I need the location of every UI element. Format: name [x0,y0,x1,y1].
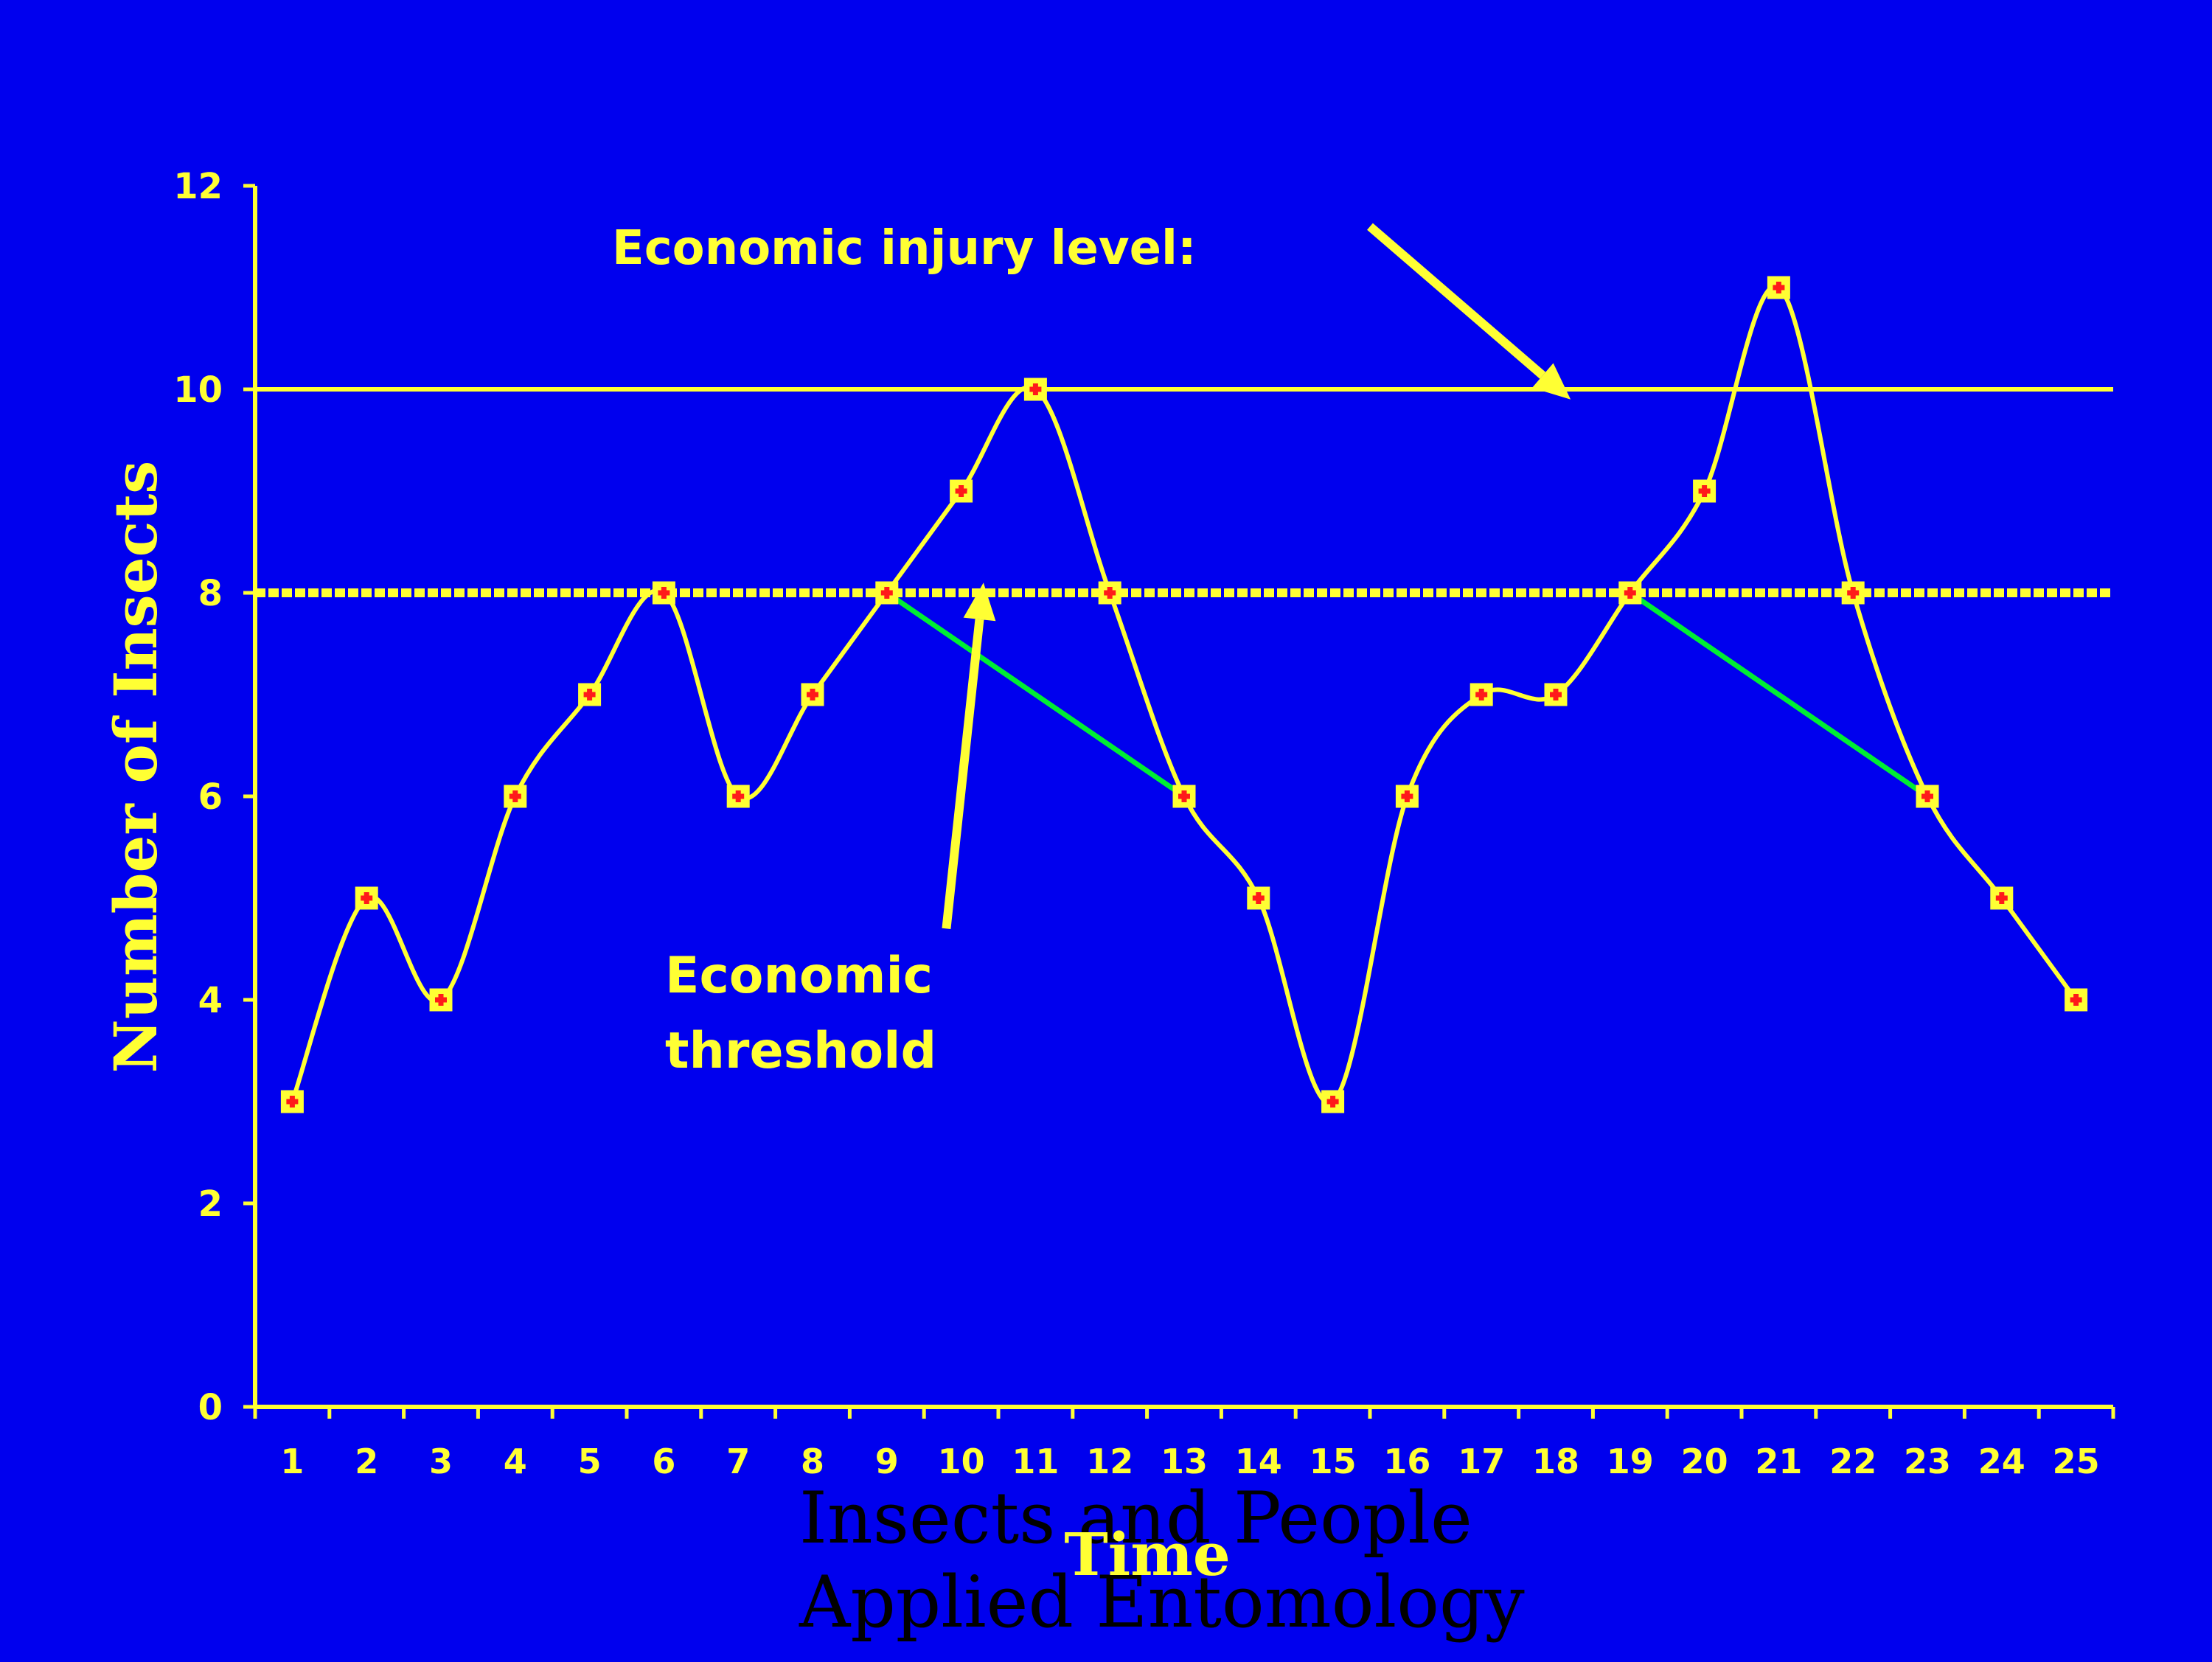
data-point-cross [1104,587,1116,599]
x-tick-label: 16 [1383,1442,1430,1481]
y-tick-label: 8 [198,573,223,614]
data-point-cross [1921,790,1933,802]
data-point-cross [1475,689,1488,700]
data-point-cross [658,587,670,599]
x-tick-label: 12 [1086,1442,1133,1481]
x-tick-label: 3 [429,1442,453,1481]
data-point-cross [955,485,967,497]
data-point-cross [361,892,373,904]
x-tick-label: 18 [1532,1442,1579,1481]
x-tick-label: 20 [1681,1442,1728,1481]
data-point-cross [1401,790,1413,802]
et-arrow-shaft [942,619,984,930]
et-annotation-label: threshold [665,1022,936,1080]
x-tick-label: 15 [1310,1442,1357,1481]
x-tick-label: 21 [1755,1442,1802,1481]
footer-text: Applied Entomology [799,1561,1525,1644]
y-tick-label: 6 [198,776,223,818]
x-tick-label: 6 [652,1442,675,1481]
x-tick-label: 8 [801,1442,824,1481]
y-tick-label: 12 [173,166,223,207]
data-point-cross [1252,892,1265,904]
x-tick-label: 7 [726,1442,750,1481]
y-tick-label: 10 [173,369,223,411]
control-decline-line [885,591,1186,799]
data-point [1098,581,1121,605]
data-point-cross [1624,587,1636,599]
footer-text: Insects and People [799,1477,1472,1560]
x-tick-label: 10 [938,1442,985,1481]
data-point-cross [1550,689,1562,700]
et-arrow-head [963,583,996,622]
y-tick-label: 0 [198,1387,223,1428]
data-point-cross [880,587,893,599]
data-point-cross [1326,1096,1339,1108]
x-axis-title: Time [1064,1520,1230,1589]
x-tick-label: 4 [504,1442,527,1481]
x-tick-label: 14 [1235,1442,1282,1481]
data-point [1172,785,1196,808]
data-point-cross [1773,282,1785,293]
data-point-cross [1178,790,1190,802]
x-tick-label: 24 [1978,1442,2025,1481]
eil-arrow-shaft [1367,223,1546,379]
x-tick-label: 2 [355,1442,378,1481]
data-point-cross [1995,892,2008,904]
data-point-cross [1698,485,1711,497]
x-tick-label: 5 [578,1442,602,1481]
data-point-cross [732,790,745,802]
data-point [1023,378,1047,401]
x-tick-label: 25 [2053,1442,2100,1481]
et-annotation-label: Economic [665,947,933,1005]
data-point-cross [1029,383,1042,395]
eil-annotation-label: Economic injury level: [612,221,1197,276]
x-tick-label: 19 [1607,1442,1654,1481]
data-point-cross [583,689,596,700]
x-tick-label: 22 [1829,1442,1877,1481]
y-axis-title: Number of Insects [101,461,170,1074]
data-point-cross [807,689,818,700]
y-tick-label: 4 [198,980,223,1021]
data-point-cross [2070,994,2082,1006]
x-tick-label: 1 [280,1442,304,1481]
eil-arrow-head [1531,363,1571,400]
data-point [652,581,675,605]
x-tick-label: 13 [1161,1442,1208,1481]
x-tick-label: 9 [875,1442,899,1481]
data-point-cross [286,1096,299,1108]
control-decline-line [1628,591,1929,799]
data-point-cross [509,790,521,802]
data-point-cross [435,994,447,1006]
y-tick-label: 2 [198,1183,223,1225]
x-tick-label: 23 [1904,1442,1951,1481]
x-tick-label: 11 [1012,1442,1059,1481]
x-tick-label: 17 [1458,1442,1505,1481]
data-point-cross [1847,587,1860,599]
